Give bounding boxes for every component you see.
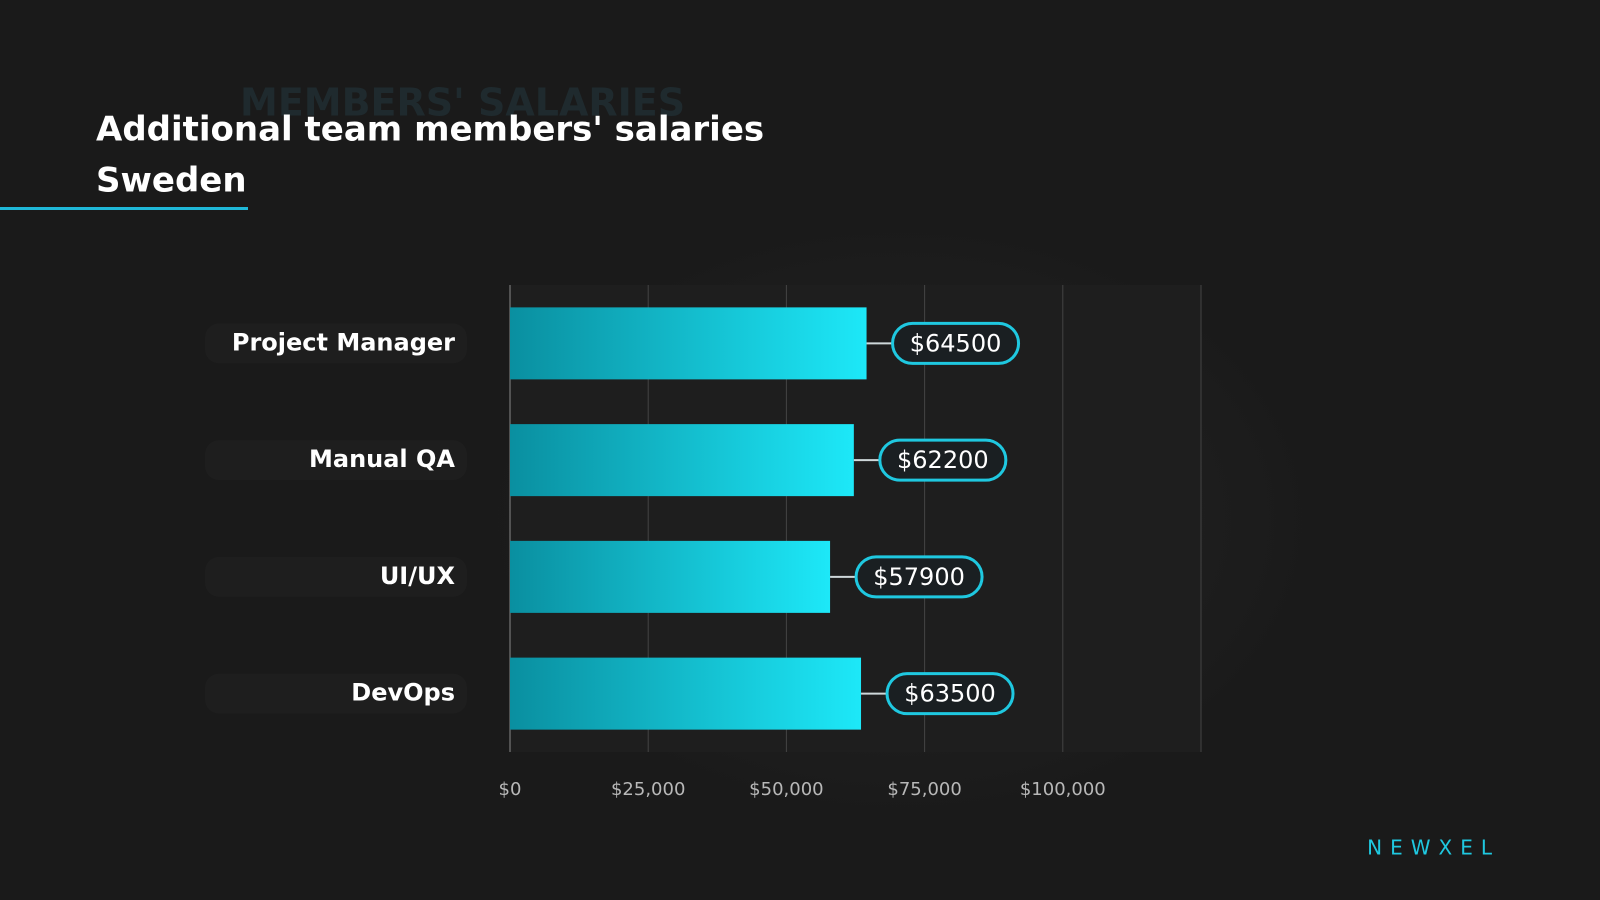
value-label: $64500 <box>910 329 1002 357</box>
title-underline <box>0 207 248 210</box>
y-tick-label: DevOps <box>351 679 455 707</box>
x-tick-label: $75,000 <box>887 779 961 800</box>
bar <box>510 657 862 730</box>
brand-logo: NEWXEL <box>1367 836 1500 860</box>
value-label-pill <box>878 438 1008 482</box>
value-label-pill <box>854 555 984 599</box>
bar <box>510 307 867 380</box>
y-tick-label: Manual QA <box>309 445 455 473</box>
category-label-bg <box>205 556 467 597</box>
plot: $0 $25,000 $50,000 $75,000 $100,000 Project M… <box>205 285 1202 800</box>
x-tick-label: $25,000 <box>611 779 685 800</box>
background-text: MEMBERS' SALARIES <box>240 81 685 125</box>
x-tick-label: $100,000 <box>1020 779 1106 800</box>
value-label-pill <box>885 672 1015 716</box>
bar <box>510 540 831 613</box>
value-label: $62200 <box>897 446 989 474</box>
x-tick-label: $0 <box>499 779 522 800</box>
category-label-bg <box>205 440 467 481</box>
chart-subtitle: Sweden <box>96 161 247 201</box>
chart-title: Additional team members' salaries <box>96 110 764 150</box>
y-tick-label: UI/UX <box>380 562 456 590</box>
y-tick-label: Project Manager <box>232 328 455 356</box>
category-label-bg <box>205 323 467 364</box>
bar <box>510 424 854 497</box>
x-tick-label: $50,000 <box>749 779 823 800</box>
category-label-bg <box>205 673 467 714</box>
value-label-pill <box>891 321 1021 365</box>
value-label: $63500 <box>904 680 996 708</box>
value-label: $57900 <box>873 563 965 591</box>
